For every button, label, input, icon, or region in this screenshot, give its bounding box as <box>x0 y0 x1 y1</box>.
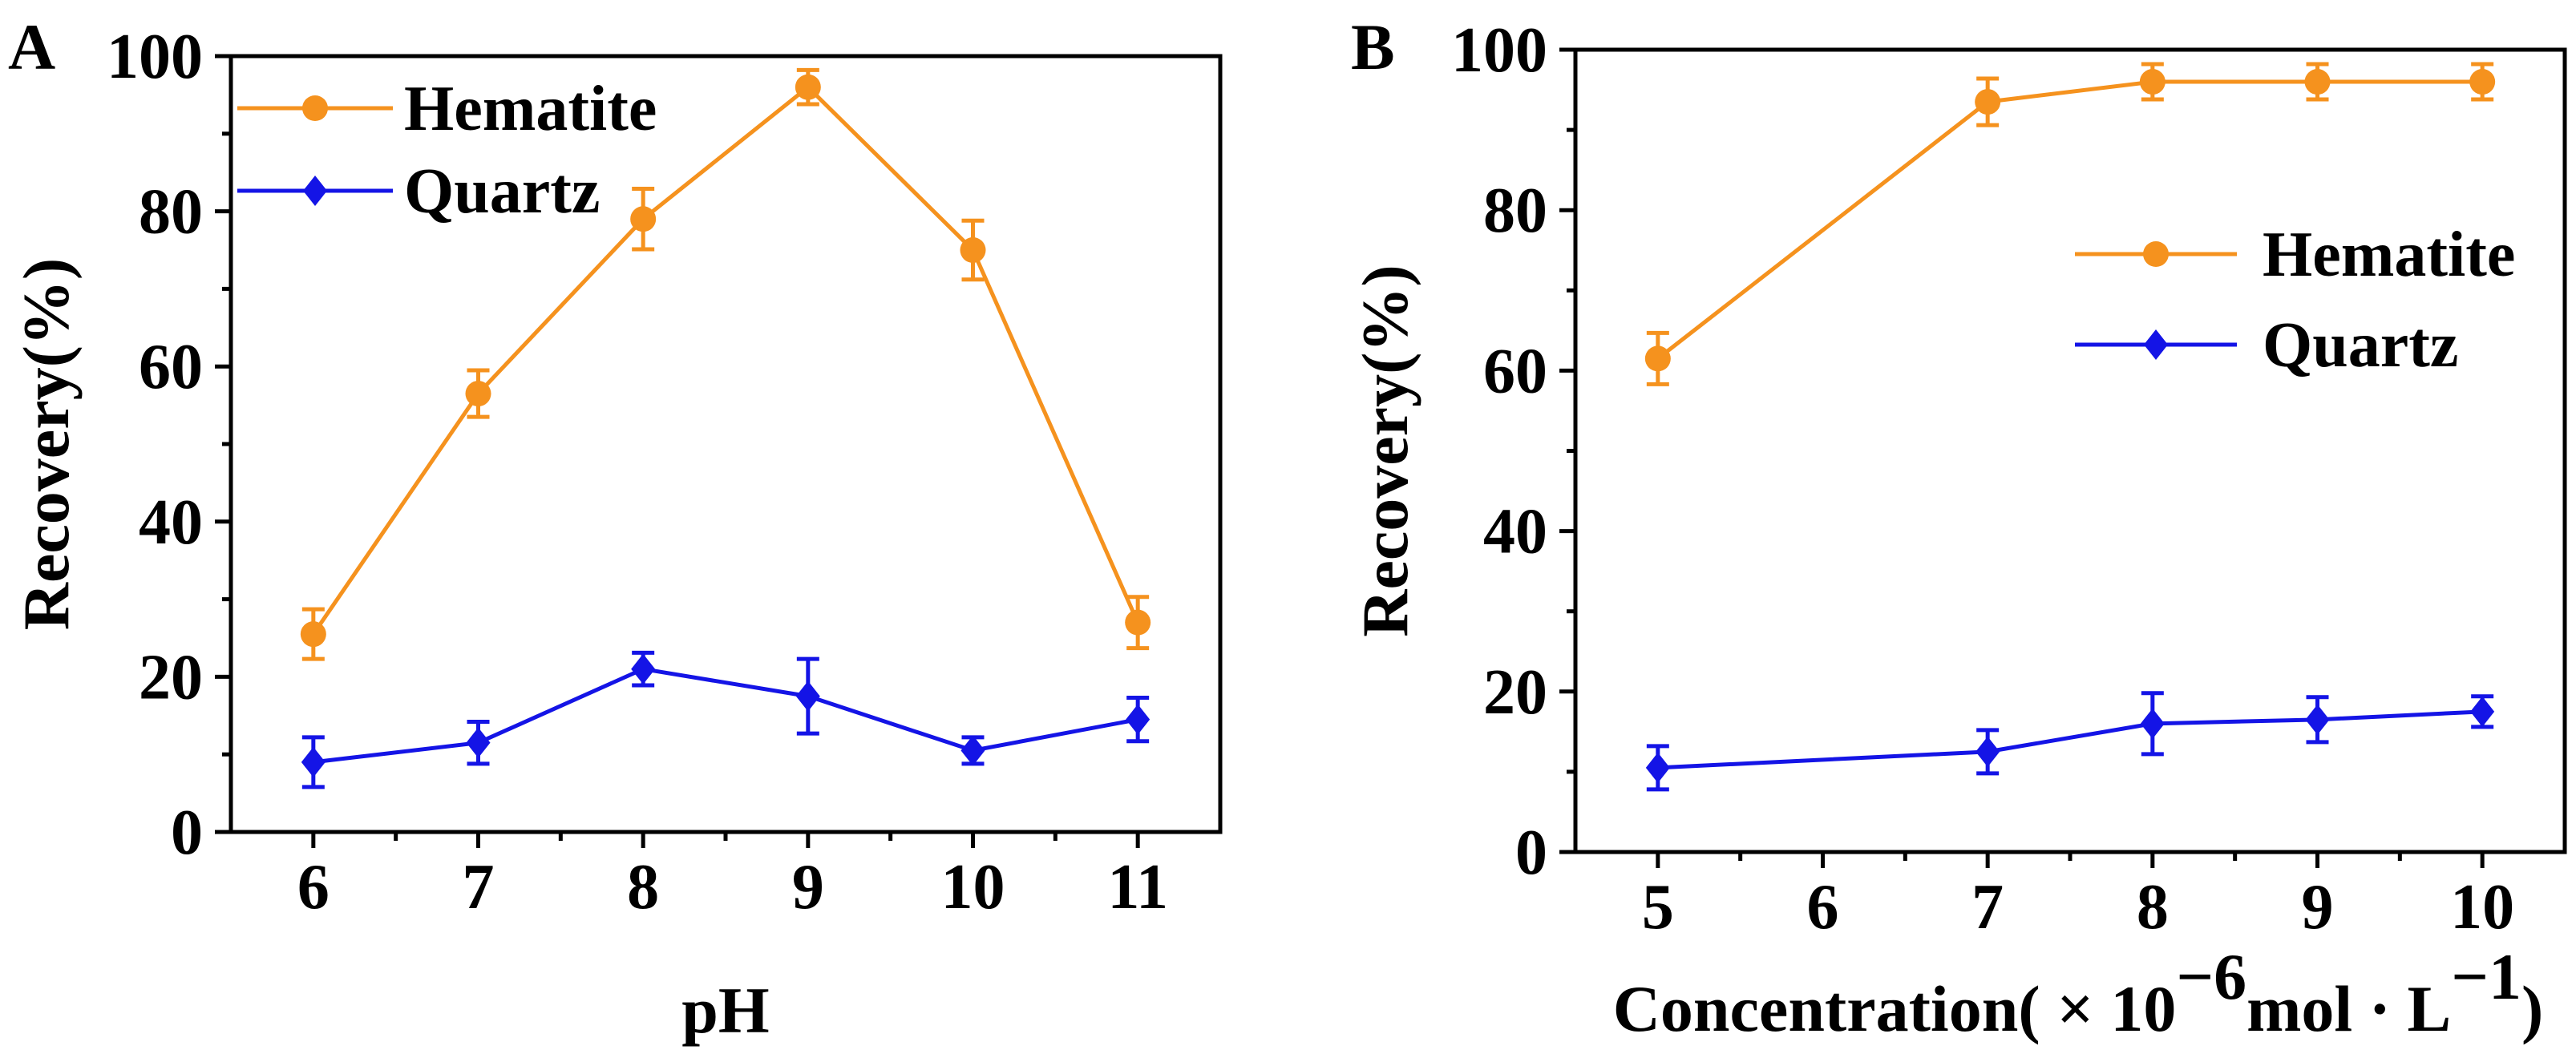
legend-label: Quartz <box>2263 310 2458 381</box>
legend-entry-quartz: Quartz <box>237 156 600 227</box>
data-point-quartz <box>466 727 491 758</box>
legend-entry-hematite: Hematite <box>237 74 657 144</box>
x-axis-label-part: mol · L <box>2246 972 2451 1045</box>
x-axis-label: pH <box>681 974 769 1047</box>
y-tick-label: 0 <box>171 798 203 868</box>
series-line-quartz <box>313 667 1138 765</box>
x-tick-label: 8 <box>2137 872 2169 943</box>
data-point-quartz <box>2470 696 2495 727</box>
data-point-quartz <box>960 735 985 766</box>
data-point-hematite <box>300 621 326 648</box>
data-point-quartz <box>1975 736 2000 767</box>
data-point-quartz <box>1645 752 1670 783</box>
y-tick-label: 60 <box>1483 336 1547 406</box>
x-tick-label: 11 <box>1107 852 1168 923</box>
x-tick-label: 6 <box>297 852 330 923</box>
plot-frame <box>228 54 1223 834</box>
y-tick-label: 40 <box>139 487 203 558</box>
y-tick-label: 60 <box>139 332 203 402</box>
x-tick-label: 9 <box>792 852 824 923</box>
x-tick-label: 5 <box>1642 872 1674 943</box>
x-axis-label-part: Concentration( × 10 <box>1613 972 2177 1045</box>
data-point-hematite <box>1125 609 1151 636</box>
series-line-hematite <box>311 84 1140 636</box>
legend-marker <box>303 176 327 206</box>
legend-marker <box>2143 241 2169 267</box>
x-tick-label: 10 <box>941 852 1005 923</box>
y-axis-label: Recovery(%) <box>1349 264 1421 636</box>
panel-a-chart: 6 7 8 9 10 11 0 20 40 60 80 100 Recovery(%) pH A Hemati… <box>8 10 1223 1047</box>
x-tick-label: 10 <box>2450 872 2514 943</box>
y-tick-label: 80 <box>139 177 203 248</box>
legend-label: Hematite <box>2263 220 2515 290</box>
series-line-quartz <box>1657 709 2483 770</box>
y-tick-label: 0 <box>1515 818 1547 888</box>
x-tick-label: 8 <box>627 852 659 923</box>
legend-marker <box>302 95 328 121</box>
data-point-hematite <box>2469 69 2496 95</box>
data-point-hematite <box>465 381 491 407</box>
x-axis-label-part: ) <box>2521 972 2543 1045</box>
data-point-hematite <box>1975 89 2001 115</box>
legend-label: Hematite <box>404 74 657 144</box>
data-point-hematite <box>795 74 821 100</box>
legend-entry-quartz: Quartz <box>2075 310 2458 381</box>
x-axis-label-part: −6 <box>2176 940 2246 1013</box>
data-point-hematite <box>2139 69 2166 95</box>
x-tick-label: 7 <box>1971 872 2004 943</box>
x-tick-label: 7 <box>463 852 495 923</box>
x-tick-label: 6 <box>1807 872 1839 943</box>
legend-entry-hematite: Hematite <box>2075 220 2515 290</box>
y-tick-label: 20 <box>139 642 203 713</box>
y-axis-label: Recovery(%) <box>10 258 83 630</box>
data-point-quartz <box>2140 708 2165 739</box>
y-tick-label: 20 <box>1483 657 1547 728</box>
x-axis-label-part: −1 <box>2451 940 2521 1013</box>
data-point-hematite <box>1644 345 1671 372</box>
y-tick-label: 100 <box>1451 15 1547 86</box>
legend-marker <box>2144 329 2168 360</box>
data-point-quartz <box>2305 704 2330 735</box>
data-point-quartz <box>301 746 326 777</box>
panel-label: A <box>8 10 55 83</box>
data-point-quartz <box>795 680 820 712</box>
x-axis-label: Concentration( × 10−6mol · L−1) <box>1613 940 2544 1045</box>
data-point-quartz <box>1126 704 1151 735</box>
data-point-hematite <box>2304 69 2331 95</box>
data-point-hematite <box>960 237 986 263</box>
panel-b-chart: 5 6 7 8 9 10020406080100Recovery(%)Concentrat… <box>1349 10 2567 1045</box>
y-tick-label: 80 <box>1483 176 1547 246</box>
data-point-hematite <box>630 206 657 232</box>
data-point-quartz <box>631 653 656 684</box>
y-tick-label: 100 <box>107 22 203 92</box>
x-tick-label: 9 <box>2302 872 2334 943</box>
y-tick-label: 40 <box>1483 497 1547 567</box>
panel-label: B <box>1351 10 1395 83</box>
legend-label: Quartz <box>404 156 600 227</box>
plot-frame <box>1573 47 2567 854</box>
